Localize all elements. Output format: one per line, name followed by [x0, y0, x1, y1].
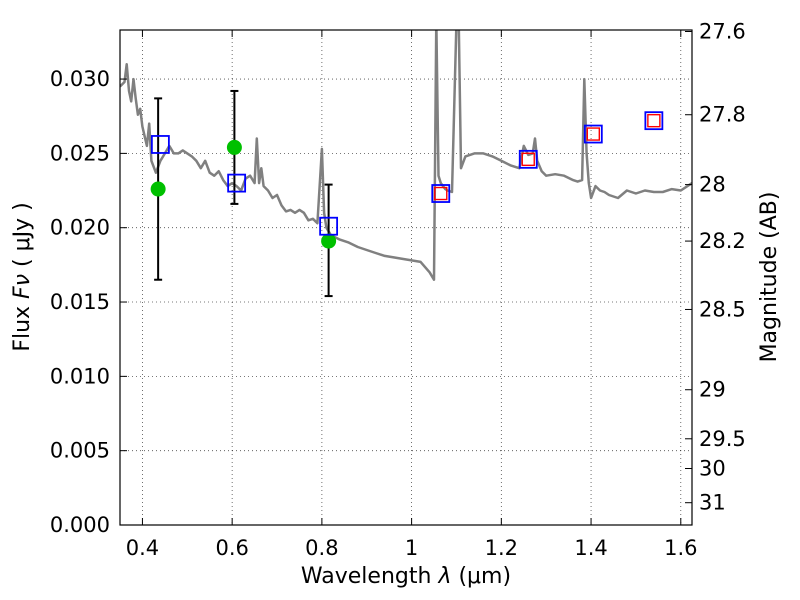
y-axis-title: Flux Fν ( μJy )	[10, 202, 35, 351]
x-tick-label: 0.4	[126, 536, 159, 560]
axes-frame	[119, 29, 693, 526]
right-tick-label: 28.2	[699, 229, 746, 253]
right-axis-title: Magnitude (AB)	[757, 192, 782, 363]
right-tick-label: 28	[699, 173, 726, 197]
spectrum-line	[120, 30, 692, 281]
y-tick-label: 0.005	[50, 439, 110, 463]
x-axis-title: Wavelength λ (μm)	[301, 564, 511, 589]
y-tick-label: 0.000	[50, 513, 110, 537]
data-point-green	[321, 233, 337, 249]
data-point-green	[226, 139, 242, 155]
axis-ticks: 0.4 0.6 0.8 1 1.2 1.4 1.6 0.000 0.005 0.010 0.015 0…	[50, 19, 746, 560]
y-tick-label: 0.030	[50, 67, 110, 91]
x-axis-label-text: Wavelength	[301, 564, 432, 589]
data-square-red	[586, 127, 601, 141]
data-square-red	[434, 186, 448, 201]
x-tick-label: 1.2	[485, 536, 518, 560]
right-tick-label: 28.5	[699, 297, 746, 321]
x-tick-label: 1.6	[664, 536, 697, 560]
data-point-green	[150, 181, 166, 197]
data-square-blue	[319, 216, 339, 236]
data-square-blue	[644, 111, 664, 131]
data-square-red	[647, 113, 661, 128]
x-tick-label: 0.8	[305, 536, 338, 560]
right-tick-label: 29.5	[699, 427, 746, 451]
plot-frame	[119, 29, 693, 526]
data-square-blue	[431, 184, 451, 203]
plot-data	[120, 30, 692, 298]
y-tick-label: 0.015	[50, 290, 110, 314]
y-tick-label: 0.025	[50, 141, 110, 165]
x-tick-label: 0.6	[215, 536, 248, 560]
y-tick-label: 0.010	[50, 364, 110, 388]
data-square-blue	[583, 124, 603, 144]
grid	[120, 30, 692, 526]
right-tick-label: 27.6	[699, 19, 746, 43]
y-axis-unit: ( μJy )	[10, 202, 35, 267]
y-axis-symbol: Fν	[10, 274, 35, 299]
x-axis-unit: (μm)	[458, 564, 511, 589]
y-tick-label: 0.020	[50, 216, 110, 240]
data-square-blue	[518, 149, 538, 169]
right-tick-label: 31	[699, 491, 726, 515]
right-tick-label: 30	[699, 457, 726, 481]
data-square-red	[521, 152, 535, 167]
data-square-blue	[150, 135, 170, 154]
right-tick-label: 29	[699, 378, 726, 402]
x-axis-symbol: λ	[437, 564, 451, 589]
x-tick-label: 1.4	[574, 536, 607, 560]
right-tick-label: 27.8	[699, 103, 746, 127]
x-tick-label: 1	[405, 536, 418, 560]
y-axis-label-text: Flux	[10, 306, 35, 352]
data-square-blue	[227, 173, 247, 193]
